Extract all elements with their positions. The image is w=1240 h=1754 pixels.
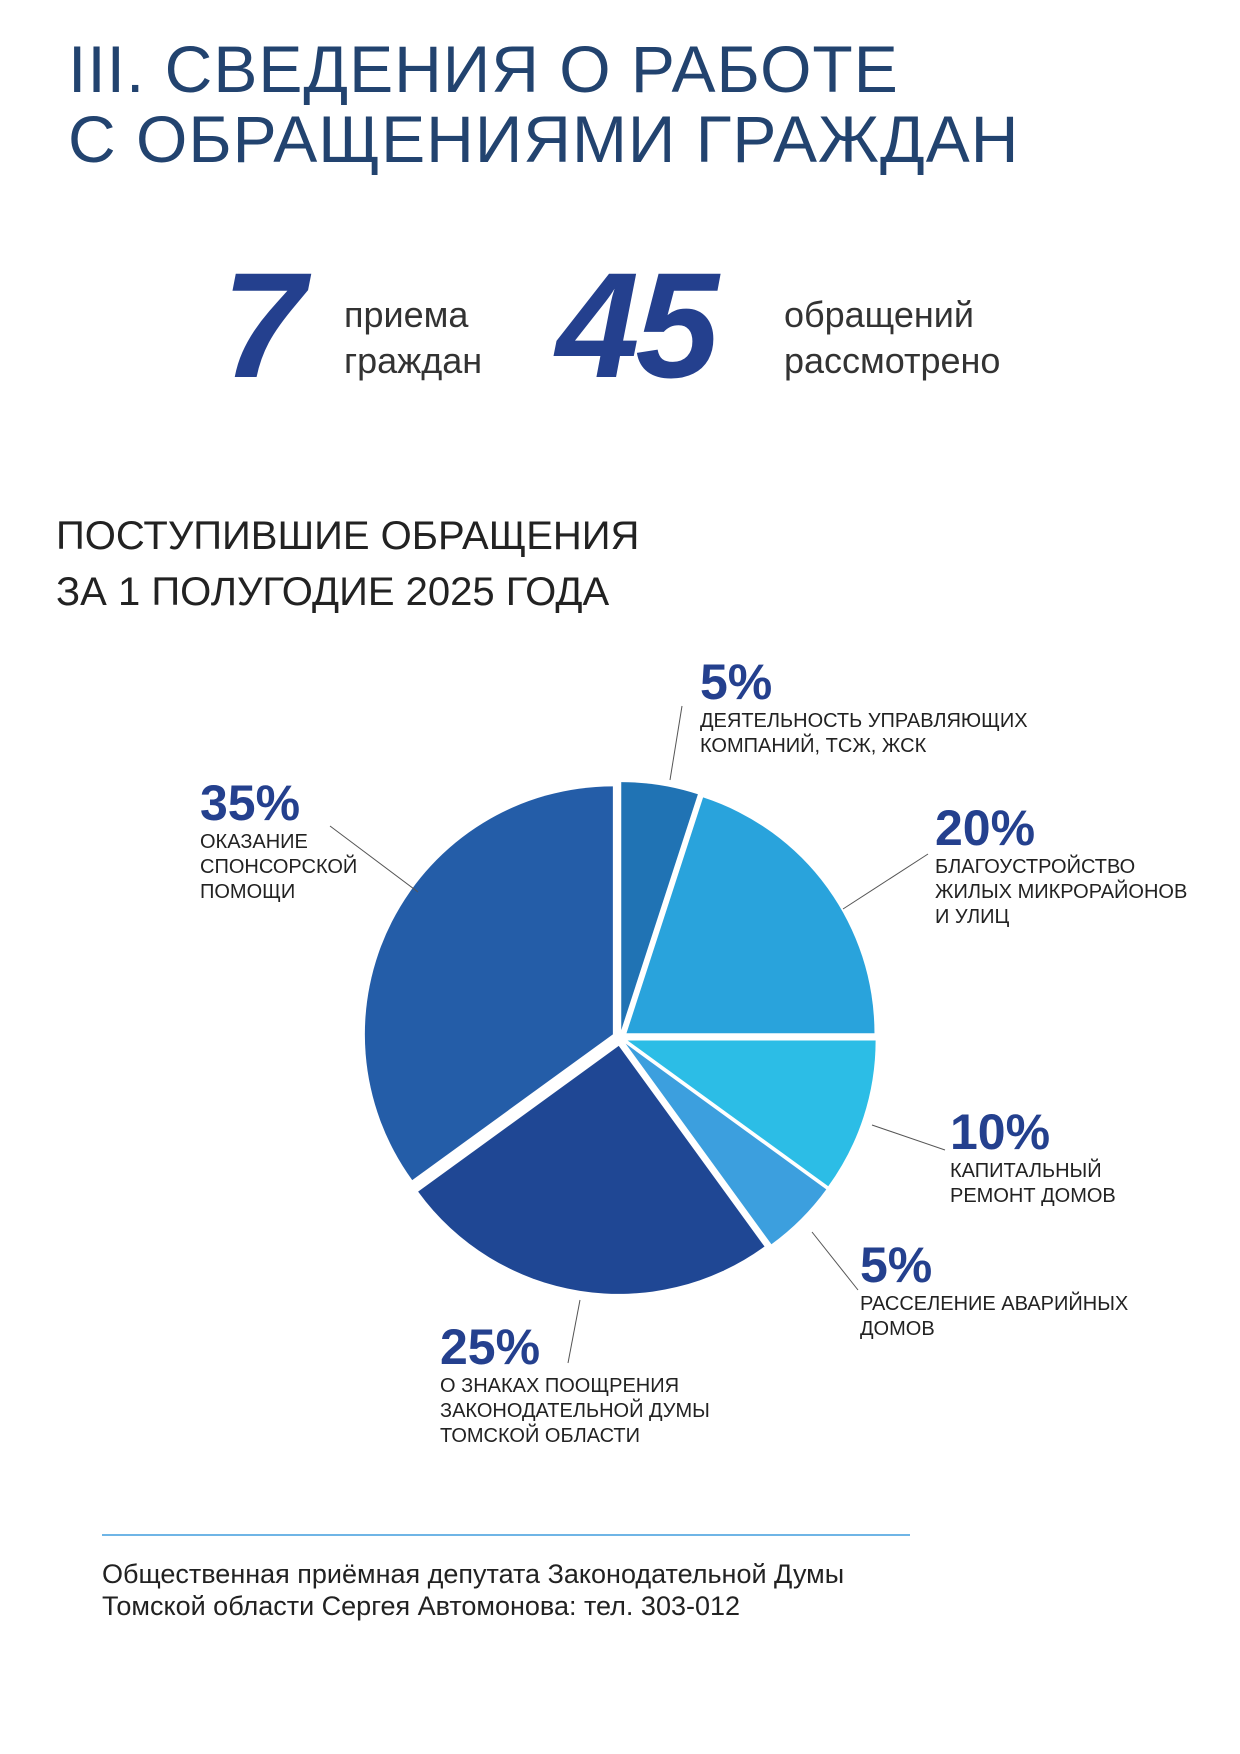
footer-contact: Общественная приёмная депутата Законодат…: [102, 1558, 844, 1622]
slice-label-management-companies-line-2: КОМПАНИЙ, ТСЖ, ЖСК: [700, 735, 927, 757]
slice-label-resettlement: 5% РАССЕЛЕНИЕ АВАРИЙНЫХ ДОМОВ: [860, 1238, 1128, 1342]
slice-label-management-companies-pct: 5%: [700, 654, 773, 710]
stat-appeals-label: обращений рассмотрено: [784, 292, 1000, 384]
slice-label-awards-line-3: ТОМСКОЙ ОБЛАСТИ: [440, 1425, 640, 1447]
slice-label-landscaping: 20% БЛАГОУСТРОЙСТВО ЖИЛЫХ МИКРОРАЙОНОВ И…: [935, 801, 1187, 930]
chart-section-title: ПОСТУПИВШИЕ ОБРАЩЕНИЯ ЗА 1 ПОЛУГОДИЕ 202…: [56, 508, 639, 620]
pie-slice-resettlement: [625, 1043, 827, 1245]
slice-label-capital-repair-line-1: КАПИТАЛЬНЫЙ: [950, 1160, 1102, 1182]
stat-appeals-label-line-2: рассмотрено: [784, 340, 1001, 381]
pie-slice-management-companies: [621, 782, 698, 1031]
slice-label-awards-line-1: О ЗНАКАХ ПООЩРЕНИЯ: [440, 1375, 680, 1397]
pie-slice-sponsorship: [364, 786, 613, 1181]
pie-slice-capital-repair: [627, 1040, 876, 1187]
leader-line-management-companies: [669, 705, 683, 781]
slice-label-landscaping-line-1: БЛАГОУСТРОЙСТВО: [935, 856, 1136, 878]
slice-label-awards-pct: 25%: [440, 1319, 541, 1375]
slice-label-landscaping-line-2: ЖИЛЫХ МИКРОРАЙОНОВ: [935, 881, 1188, 903]
stat-receptions-label-line-1: приема: [344, 294, 469, 335]
page-title: III. СВЕДЕНИЯ О РАБОТЕ С ОБРАЩЕНИЯМИ ГРА…: [68, 34, 1019, 174]
stat-appeals-value: 45: [556, 241, 719, 409]
slice-label-resettlement-line-1: РАССЕЛЕНИЕ АВАРИЙНЫХ: [860, 1293, 1129, 1315]
footer-contact-line-2: Томской области Сергея Автомонова: тел. …: [102, 1591, 741, 1621]
slice-label-awards: 25% О ЗНАКАХ ПООЩРЕНИЯ ЗАКОНОДАТЕЛЬНОЙ Д…: [440, 1320, 710, 1449]
leader-line-awards: [567, 1299, 581, 1364]
leader-line-resettlement: [811, 1231, 859, 1291]
chart-section-title-line-2: ЗА 1 ПОЛУГОДИЕ 2025 ГОДА: [56, 570, 610, 614]
pie-slice-landscaping: [626, 797, 875, 1034]
leader-line-sponsorship: [329, 825, 419, 893]
footer-contact-line-1: Общественная приёмная депутата Законодат…: [102, 1559, 845, 1589]
stat-receptions-value: 7: [222, 241, 305, 409]
chart-section-title-line-1: ПОСТУПИВШИЕ ОБРАЩЕНИЯ: [56, 514, 640, 558]
slice-label-awards-line-2: ЗАКОНОДАТЕЛЬНОЙ ДУМЫ: [440, 1400, 710, 1422]
leader-line-capital-repair: [871, 1124, 946, 1151]
pie-chart: [329, 705, 946, 1364]
slice-label-capital-repair: 10% КАПИТАЛЬНЫЙ РЕМОНТ ДОМОВ: [950, 1105, 1116, 1209]
slice-label-sponsorship-pct: 35%: [200, 775, 301, 831]
page-title-line-2: С ОБРАЩЕНИЯМИ ГРАЖДАН: [68, 102, 1020, 176]
slice-label-sponsorship: 35% ОКАЗАНИЕ СПОНСОРСКОЙ ПОМОЩИ: [200, 776, 357, 905]
slice-label-resettlement-line-2: ДОМОВ: [860, 1318, 935, 1340]
slice-label-sponsorship-line-2: СПОНСОРСКОЙ: [200, 856, 358, 878]
slice-label-capital-repair-line-2: РЕМОНТ ДОМОВ: [950, 1185, 1116, 1207]
slice-label-sponsorship-line-3: ПОМОЩИ: [200, 881, 296, 903]
slice-label-resettlement-pct: 5%: [860, 1237, 933, 1293]
slice-label-landscaping-line-3: И УЛИЦ: [935, 906, 1010, 928]
leader-line-landscaping: [842, 853, 929, 910]
slice-label-sponsorship-line-1: ОКАЗАНИЕ: [200, 831, 308, 853]
pie-slice-awards: [418, 1045, 765, 1294]
stat-receptions-label: приема граждан: [344, 292, 482, 384]
slice-label-management-companies: 5% ДЕЯТЕЛЬНОСТЬ УПРАВЛЯЮЩИХ КОМПАНИЙ, ТС…: [700, 655, 1028, 759]
stat-receptions-label-line-2: граждан: [344, 340, 483, 381]
stat-appeals-label-line-1: обращений: [784, 294, 975, 335]
page-title-line-1: III. СВЕДЕНИЯ О РАБОТЕ: [68, 32, 899, 106]
slice-label-management-companies-line-1: ДЕЯТЕЛЬНОСТЬ УПРАВЛЯЮЩИХ: [700, 710, 1028, 732]
footer-divider: [102, 1534, 910, 1536]
slice-label-capital-repair-pct: 10%: [950, 1104, 1051, 1160]
slice-label-landscaping-pct: 20%: [935, 800, 1036, 856]
